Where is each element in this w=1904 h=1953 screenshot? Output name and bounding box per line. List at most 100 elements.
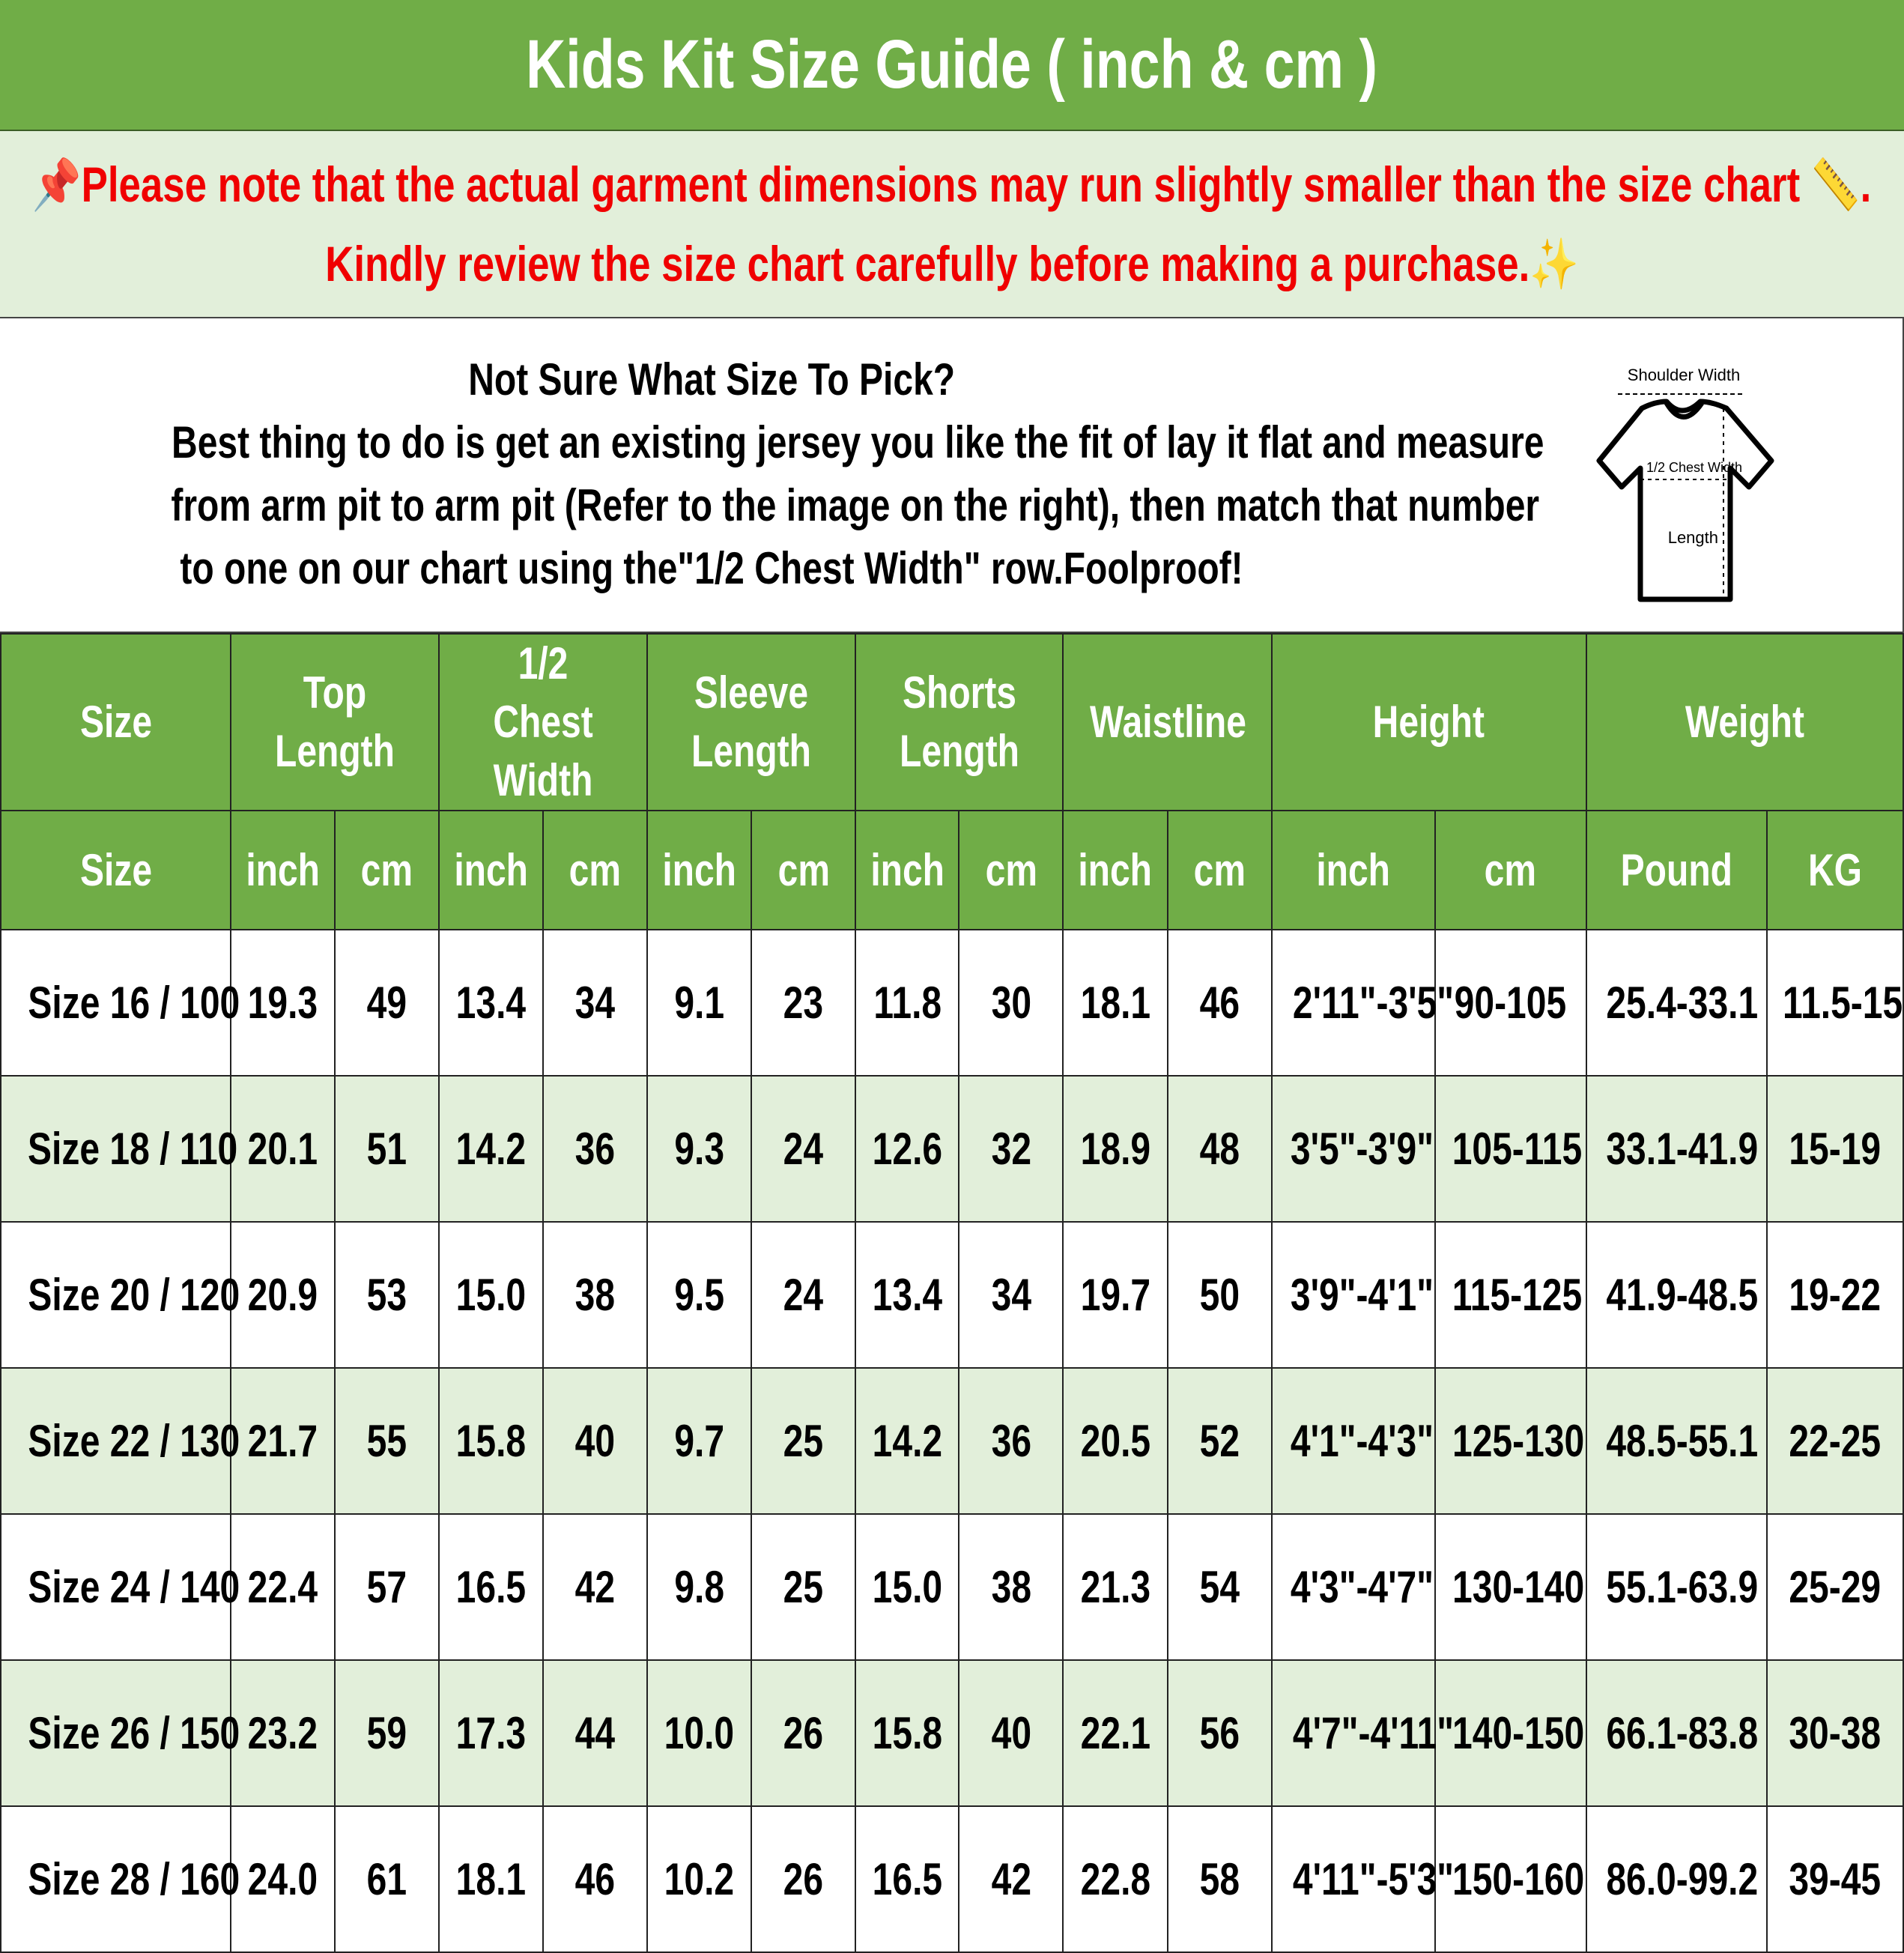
table-cell: 38 [958,1513,1064,1661]
table-cell: 9.1 [646,929,753,1077]
table-cell: 3'5"-3'9" [1270,1075,1436,1223]
table-row: Size 26 / 150 23.2 59 17.3 44 10.0 26 15.8 40 22.… [0,1659,1904,1807]
size-cell: Size 26 / 150 [0,1659,240,1807]
table-cell: 15.0 [855,1513,960,1661]
table-cell: 125-130 [1434,1367,1587,1515]
group-header-row: Size Top Length 1/2 Chest Width Sleeve Leng… [0,633,1904,811]
table-cell: 46 [542,1805,649,1953]
table-cell: 66.1-83.8 [1585,1659,1768,1807]
table-cell: 24.0 [230,1805,336,1953]
size-cell: Size 20 / 120 [0,1221,240,1369]
table-cell: 21.7 [230,1367,336,1515]
unit-header: cm [334,810,440,930]
table-cell: 19.3 [230,929,336,1077]
table-cell: 22.4 [230,1513,336,1661]
pushpin-icon: 📌 [32,157,82,212]
unit-header: inch [1062,810,1168,930]
size-cell: Size 22 / 130 [0,1367,240,1515]
size-cell: Size 18 / 110 [0,1075,237,1223]
table-cell: 30 [958,929,1064,1077]
table-cell: 44 [542,1659,649,1807]
table-cell: 42 [958,1805,1064,1953]
notice-line-2: Kindly review the size chart carefully b… [325,236,1579,291]
table-cell: 16.5 [855,1805,960,1953]
unit-header: cm [1434,810,1587,930]
column-group-header: 1/2 Chest Width [438,633,649,811]
table-cell: 15-19 [1765,1075,1904,1223]
table-cell: 130-140 [1434,1513,1587,1661]
table-cell: 20.1 [230,1075,336,1223]
unit-header: Size [0,810,232,930]
table-cell: 11.5-15 [1765,929,1904,1077]
table-cell: 140-150 [1434,1659,1587,1807]
length-label: Length [1668,528,1718,547]
table-cell: 34 [542,929,649,1077]
table-cell: 15.8 [855,1659,960,1807]
size-cell: Size 28 / 160 [0,1805,240,1953]
table-cell: 11.8 [855,929,960,1077]
table-cell: 14.2 [438,1075,545,1223]
table-cell: 4'11"-5'3" [1270,1805,1454,1953]
table-cell: 24 [751,1075,857,1223]
table-row: Size 16 / 100 19.3 49 13.4 34 9.1 23 11.8 30 18.1… [0,929,1904,1077]
column-group-header: Shorts Length [855,633,1064,811]
table-cell: 22.1 [1062,1659,1168,1807]
table-cell: 48.5-55.1 [1585,1367,1768,1515]
table-cell: 20.5 [1062,1367,1168,1515]
table-cell: 23.2 [230,1659,336,1807]
table-cell: 15.0 [438,1221,545,1369]
table-cell: 115-125 [1434,1221,1587,1369]
sparkles-icon: ✨ [1529,236,1579,291]
table-cell: 26 [751,1659,857,1807]
table-cell: 16.5 [438,1513,545,1661]
table-row: Size 28 / 160 24.0 61 18.1 46 10.2 26 16.5 42 22.… [0,1805,1904,1953]
table-cell: 41.9-48.5 [1585,1221,1768,1369]
table-cell: 25-29 [1765,1513,1904,1661]
table-row: Size 20 / 120 20.9 53 15.0 38 9.5 24 13.4 34 19.7… [0,1221,1904,1369]
table-cell: 19.7 [1062,1221,1168,1369]
unit-header: cm [751,810,857,930]
measuring-instructions: Not Sure What Size To Pick? Best thing t… [0,318,1904,633]
unit-header: inch [855,810,960,930]
table-cell: 51 [334,1075,440,1223]
table-cell: 10.0 [646,1659,753,1807]
table-cell: 61 [334,1805,440,1953]
table-cell: 55 [334,1367,440,1515]
column-group-header: Sleeve Length [646,633,857,811]
table-cell: 32 [958,1075,1064,1223]
table-cell: 26 [751,1805,857,1953]
table-cell: 54 [1166,1513,1273,1661]
table-cell: 3'9"-4'1" [1270,1221,1436,1369]
size-cell: Size 16 / 100 [0,929,240,1077]
table-cell: 19-22 [1765,1221,1904,1369]
table-row: Size 22 / 130 21.7 55 15.8 40 9.7 25 14.2 36 20.5… [0,1367,1904,1515]
table-cell: 33.1-41.9 [1585,1075,1768,1223]
unit-header: inch [646,810,753,930]
table-cell: 4'1"-4'3" [1270,1367,1436,1515]
table-cell: 18.1 [438,1805,545,1953]
notice-banner: 📌Please note that the actual garment dim… [0,131,1904,318]
table-cell: 9.7 [646,1367,753,1515]
shoulder-width-label: Shoulder Width [1628,366,1740,384]
notice-line-1: 📌Please note that the actual garment dim… [32,157,1872,212]
ruler-icon: 📏 [1811,157,1861,212]
table-cell: 57 [334,1513,440,1661]
table-cell: 4'3"-4'7" [1270,1513,1436,1661]
table-cell: 49 [334,929,440,1077]
unit-header-row: Size inch cm inch cm inch cm inch cm inch cm inch cm… [0,810,1904,930]
unit-header: cm [542,810,649,930]
table-cell: 18.9 [1062,1075,1168,1223]
column-group-header: Weight [1585,633,1904,811]
column-group-header: Top Length [230,633,440,811]
table-cell: 9.8 [646,1513,753,1661]
unit-header: inch [1270,810,1436,930]
table-cell: 25 [751,1513,857,1661]
table-cell: 56 [1166,1659,1273,1807]
table-cell: 20.9 [230,1221,336,1369]
table-cell: 21.3 [1062,1513,1168,1661]
table-cell: 58 [1166,1805,1273,1953]
chest-width-label: 1/2 Chest Width [1646,460,1742,475]
table-cell: 40 [542,1367,649,1515]
column-group-header: Waistline [1062,633,1273,811]
table-cell: 25 [751,1367,857,1515]
